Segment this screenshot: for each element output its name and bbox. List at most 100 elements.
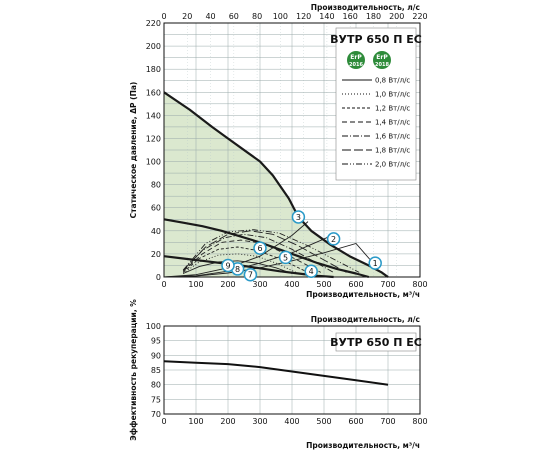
x-tick-label: 600 — [348, 280, 363, 289]
x2-axis-label: Производительность, л/с — [311, 3, 420, 12]
erp-badge-icon — [347, 51, 365, 69]
title-box-frame — [335, 332, 417, 352]
operating-point-label: 4 — [309, 267, 314, 276]
x2-tick-label: 100 — [273, 12, 288, 21]
x-tick-label: 0 — [161, 417, 166, 426]
operating-point: 2 — [326, 232, 341, 246]
x2-tick-label: 80 — [252, 12, 262, 21]
y-tick-label: 0 — [156, 273, 161, 282]
x-tick-label: 700 — [380, 280, 395, 289]
operating-point-marker — [326, 232, 341, 246]
y-tick-label: 85 — [151, 366, 161, 375]
x2-tick-label: 220 — [412, 12, 427, 21]
operating-point-marker — [221, 258, 235, 273]
operating-point: 3 — [291, 210, 306, 224]
legend-label: 0,8 Вт/л/с — [375, 77, 410, 85]
sfp-curve — [182, 230, 347, 273]
operating-point: 6 — [253, 241, 267, 255]
operating-point-label: 1 — [373, 259, 378, 268]
operating-point: 7 — [243, 267, 258, 282]
erp-badge-top: ErP — [376, 54, 388, 61]
y-tick-label: 80 — [151, 381, 161, 390]
efficiency-chart: 0 100 200 300 400 500 600 700 800 70 75 80 85 90 95 100… — [129, 299, 428, 450]
x-tick-label: 200 — [220, 417, 235, 426]
y-tick-label: 60 — [151, 204, 161, 213]
sfp-curve — [182, 253, 299, 274]
y-tick-label: 75 — [151, 395, 161, 404]
sfp-curve — [182, 229, 360, 273]
y-tick-label: 70 — [151, 410, 161, 419]
erp-badge-bottom: 2016 — [349, 62, 363, 68]
x-tick-label: 800 — [412, 280, 427, 289]
x-axis-label: Производительность, м³/ч — [306, 290, 420, 299]
x-tick-label: 500 — [316, 280, 331, 289]
y-tick-label: 220 — [146, 19, 161, 28]
operating-point-label: 5 — [283, 253, 288, 262]
operating-point-marker — [253, 241, 267, 255]
legend-label: 1,4 Вт/л/с — [375, 119, 410, 127]
y-tick-label: 100 — [146, 158, 161, 167]
erp-badge-icon — [373, 51, 391, 69]
legend-label: 1,2 Вт/л/с — [375, 105, 410, 113]
y-axis-label: Статическое давление, ΔP (Па) — [129, 82, 138, 219]
x2-axis-label: Производительность, л/с — [311, 315, 420, 324]
operating-point-label: 3 — [296, 213, 301, 222]
erp-badge-top: ErP — [350, 54, 362, 61]
y-tick-label: 100 — [146, 322, 161, 331]
x-tick-label: 0 — [161, 280, 166, 289]
x-tick-label: 300 — [252, 280, 267, 289]
y-tick-label: 160 — [146, 88, 161, 97]
chart-title: ВУТР 650 П ЕС — [330, 336, 422, 349]
operating-point: 1 — [368, 256, 382, 270]
operating-point-label: 9 — [225, 261, 230, 270]
operating-point-label: 6 — [257, 244, 262, 253]
x-axis-label: Производительность, м³/ч — [306, 441, 420, 450]
x2-tick-label: 0 — [161, 12, 166, 21]
operating-point-marker — [278, 250, 293, 265]
x-tick-label: 800 — [412, 417, 427, 426]
x-tick-label: 300 — [252, 417, 267, 426]
legend-label: 1,8 Вт/л/с — [375, 147, 410, 155]
y-tick-label: 90 — [151, 351, 161, 360]
operating-point-marker — [368, 256, 382, 270]
y-tick-label: 20 — [151, 250, 161, 259]
legend-label: 1,0 Вт/л/с — [375, 91, 410, 99]
erp-badge-bottom: 2018 — [375, 62, 389, 68]
operating-point-marker — [243, 267, 258, 282]
fan-curve — [163, 91, 389, 278]
chart-title: ВУТР 650 П ЕС — [330, 33, 422, 46]
x2-tick-label: 120 — [296, 12, 311, 21]
x-tick-label: 600 — [348, 417, 363, 426]
title-box: ВУТР 650 П ЕС — [330, 332, 422, 352]
sfp-curve — [182, 233, 334, 273]
efficiency-curve — [163, 360, 389, 386]
plot-frame — [163, 22, 421, 278]
fan-curve — [163, 218, 370, 279]
operating-point: 4 — [304, 264, 318, 278]
x2-tick-label: 180 — [366, 12, 381, 21]
y-tick-label: 120 — [146, 134, 161, 143]
x-tick-label: 700 — [380, 417, 395, 426]
x-tick-label: 400 — [284, 280, 299, 289]
system-curve — [163, 242, 376, 278]
x-tick-label: 200 — [220, 280, 235, 289]
y-axis-label: Эффективность рекуперации, % — [129, 299, 138, 441]
y-tick-label: 80 — [151, 181, 161, 190]
operating-point: 5 — [278, 250, 293, 265]
legend-label: 2,0 Вт/л/с — [375, 161, 410, 169]
x2-tick-label: 200 — [389, 12, 404, 21]
y-tick-label: 95 — [151, 337, 161, 346]
x2-tick-label: 60 — [229, 12, 239, 21]
x-tick-label: 400 — [284, 417, 299, 426]
y-tick-label: 200 — [146, 42, 161, 51]
x-tick-label: 100 — [188, 280, 203, 289]
operating-point-label: 8 — [235, 265, 240, 274]
operating-point-label: 2 — [331, 235, 336, 244]
operating-point-label: 7 — [248, 271, 253, 280]
x-tick-label: 100 — [188, 417, 203, 426]
